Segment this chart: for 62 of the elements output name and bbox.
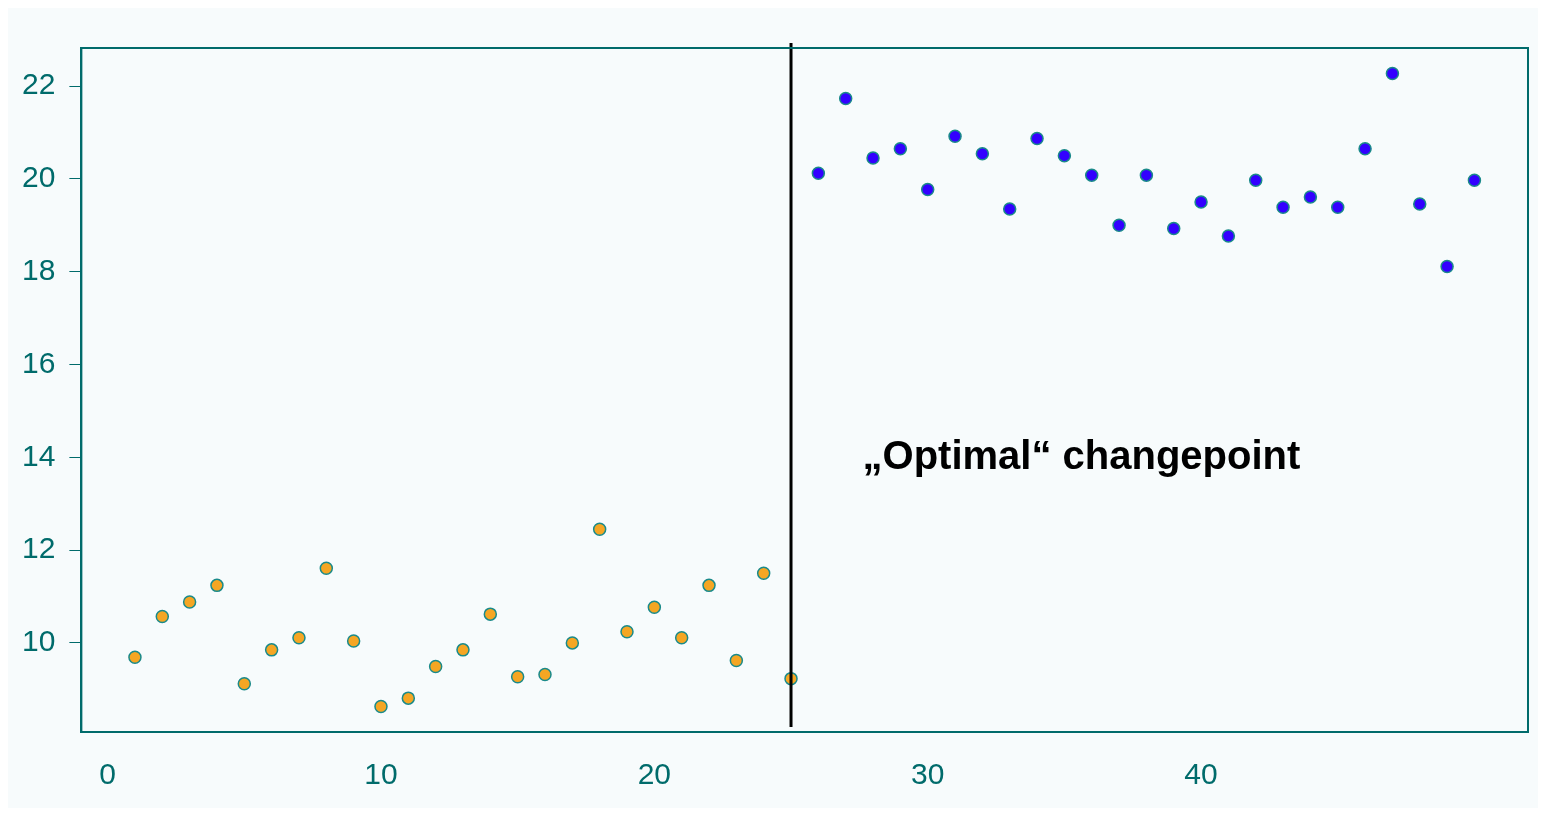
point xyxy=(811,166,826,181)
point xyxy=(292,631,306,645)
point xyxy=(1303,190,1318,204)
point xyxy=(1084,168,1099,182)
point xyxy=(1002,202,1017,216)
x-tick-label: 0 xyxy=(99,757,116,791)
point xyxy=(1358,141,1372,156)
point xyxy=(1112,218,1126,233)
point xyxy=(1139,168,1154,182)
y-tick-label: 18 xyxy=(21,252,56,286)
point xyxy=(538,667,552,682)
point xyxy=(702,578,716,593)
point xyxy=(483,607,498,621)
point xyxy=(948,129,962,143)
point xyxy=(674,631,689,645)
x-tick-label: 30 xyxy=(911,757,945,791)
point xyxy=(1413,197,1427,211)
y-tick-label: 22 xyxy=(21,67,56,101)
x-tick-label: 40 xyxy=(1184,757,1218,791)
point xyxy=(1276,200,1290,214)
point xyxy=(456,643,470,657)
y-tick-label: 14 xyxy=(21,438,56,472)
x-tick-label: 10 xyxy=(364,757,398,791)
point xyxy=(647,600,662,614)
point xyxy=(128,650,142,665)
point xyxy=(319,561,334,575)
y-tick-label: 16 xyxy=(21,345,56,379)
point xyxy=(401,691,416,705)
point xyxy=(975,147,990,161)
y-tick-label: 20 xyxy=(21,160,56,194)
point xyxy=(592,522,607,536)
point xyxy=(729,653,744,668)
point xyxy=(893,141,908,156)
point xyxy=(346,634,361,648)
point xyxy=(620,625,634,639)
point xyxy=(374,699,388,714)
point xyxy=(1467,173,1482,187)
point xyxy=(1057,148,1072,163)
point xyxy=(920,182,935,197)
point xyxy=(210,578,224,593)
point xyxy=(1030,131,1044,146)
point xyxy=(866,151,880,165)
y-tick-label: 10 xyxy=(21,624,56,658)
point xyxy=(1248,173,1263,187)
point xyxy=(237,676,252,691)
annotation: „Optimal“ changepoint xyxy=(862,433,1301,478)
point xyxy=(264,643,279,657)
point xyxy=(428,659,443,674)
point xyxy=(756,566,771,581)
point xyxy=(838,91,853,106)
point xyxy=(1330,200,1345,214)
x-tick-label: 20 xyxy=(637,757,672,791)
point xyxy=(510,670,525,684)
point xyxy=(1194,195,1208,209)
point xyxy=(182,595,197,609)
point xyxy=(155,609,170,624)
point xyxy=(1166,221,1181,236)
point xyxy=(1221,229,1236,243)
point xyxy=(1385,66,1400,81)
y-tick-label: 12 xyxy=(21,531,56,565)
point xyxy=(1440,259,1454,274)
point xyxy=(565,636,580,650)
